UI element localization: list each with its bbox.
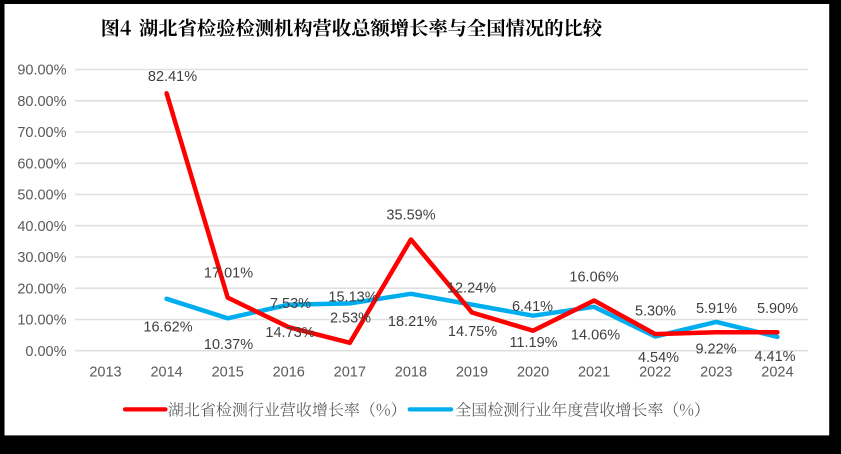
svg-text:16.06%: 16.06%: [569, 270, 618, 286]
svg-text:2023: 2023: [700, 364, 732, 380]
svg-text:35.59%: 35.59%: [386, 208, 435, 224]
svg-text:15.13%: 15.13%: [328, 290, 377, 306]
svg-text:16.62%: 16.62%: [143, 320, 192, 336]
svg-text:70.00%: 70.00%: [17, 125, 66, 141]
svg-text:18.21%: 18.21%: [388, 314, 437, 330]
svg-text:2022: 2022: [639, 364, 671, 380]
svg-text:0.00%: 0.00%: [25, 344, 66, 360]
svg-text:20.00%: 20.00%: [17, 281, 66, 297]
svg-text:82.41%: 82.41%: [148, 69, 197, 85]
svg-text:7.53%: 7.53%: [270, 296, 311, 312]
svg-text:5.90%: 5.90%: [757, 301, 798, 317]
svg-text:11.19%: 11.19%: [509, 335, 557, 351]
svg-text:4.41%: 4.41%: [754, 349, 795, 365]
svg-text:2013: 2013: [89, 364, 121, 380]
svg-text:14.06%: 14.06%: [571, 328, 620, 344]
svg-text:60.00%: 60.00%: [17, 157, 66, 173]
svg-text:6.41%: 6.41%: [512, 299, 553, 315]
svg-text:40.00%: 40.00%: [17, 219, 66, 235]
svg-text:2020: 2020: [517, 364, 549, 380]
svg-text:2024: 2024: [761, 364, 793, 380]
svg-text:90.00%: 90.00%: [17, 63, 66, 79]
svg-text:50.00%: 50.00%: [17, 188, 66, 204]
svg-text:5.91%: 5.91%: [696, 301, 737, 317]
svg-text:2018: 2018: [395, 364, 427, 380]
svg-text:2014: 2014: [150, 364, 182, 380]
svg-text:2015: 2015: [212, 364, 244, 380]
svg-text:2021: 2021: [578, 364, 610, 380]
svg-text:10.00%: 10.00%: [17, 313, 66, 329]
svg-text:14.75%: 14.75%: [448, 324, 497, 340]
svg-text:14.73%: 14.73%: [265, 325, 314, 341]
svg-text:10.37%: 10.37%: [204, 337, 253, 353]
svg-text:9.22%: 9.22%: [695, 342, 736, 358]
svg-text:2.53%: 2.53%: [330, 311, 371, 327]
svg-text:2017: 2017: [334, 364, 366, 380]
svg-text:17.01%: 17.01%: [204, 266, 253, 282]
svg-text:2019: 2019: [456, 364, 488, 380]
svg-text:80.00%: 80.00%: [17, 94, 66, 110]
svg-text:4.54%: 4.54%: [638, 350, 679, 366]
svg-text:30.00%: 30.00%: [17, 250, 66, 266]
svg-text:12.24%: 12.24%: [447, 281, 496, 297]
svg-text:5.30%: 5.30%: [635, 304, 676, 320]
svg-text:2016: 2016: [273, 364, 305, 380]
